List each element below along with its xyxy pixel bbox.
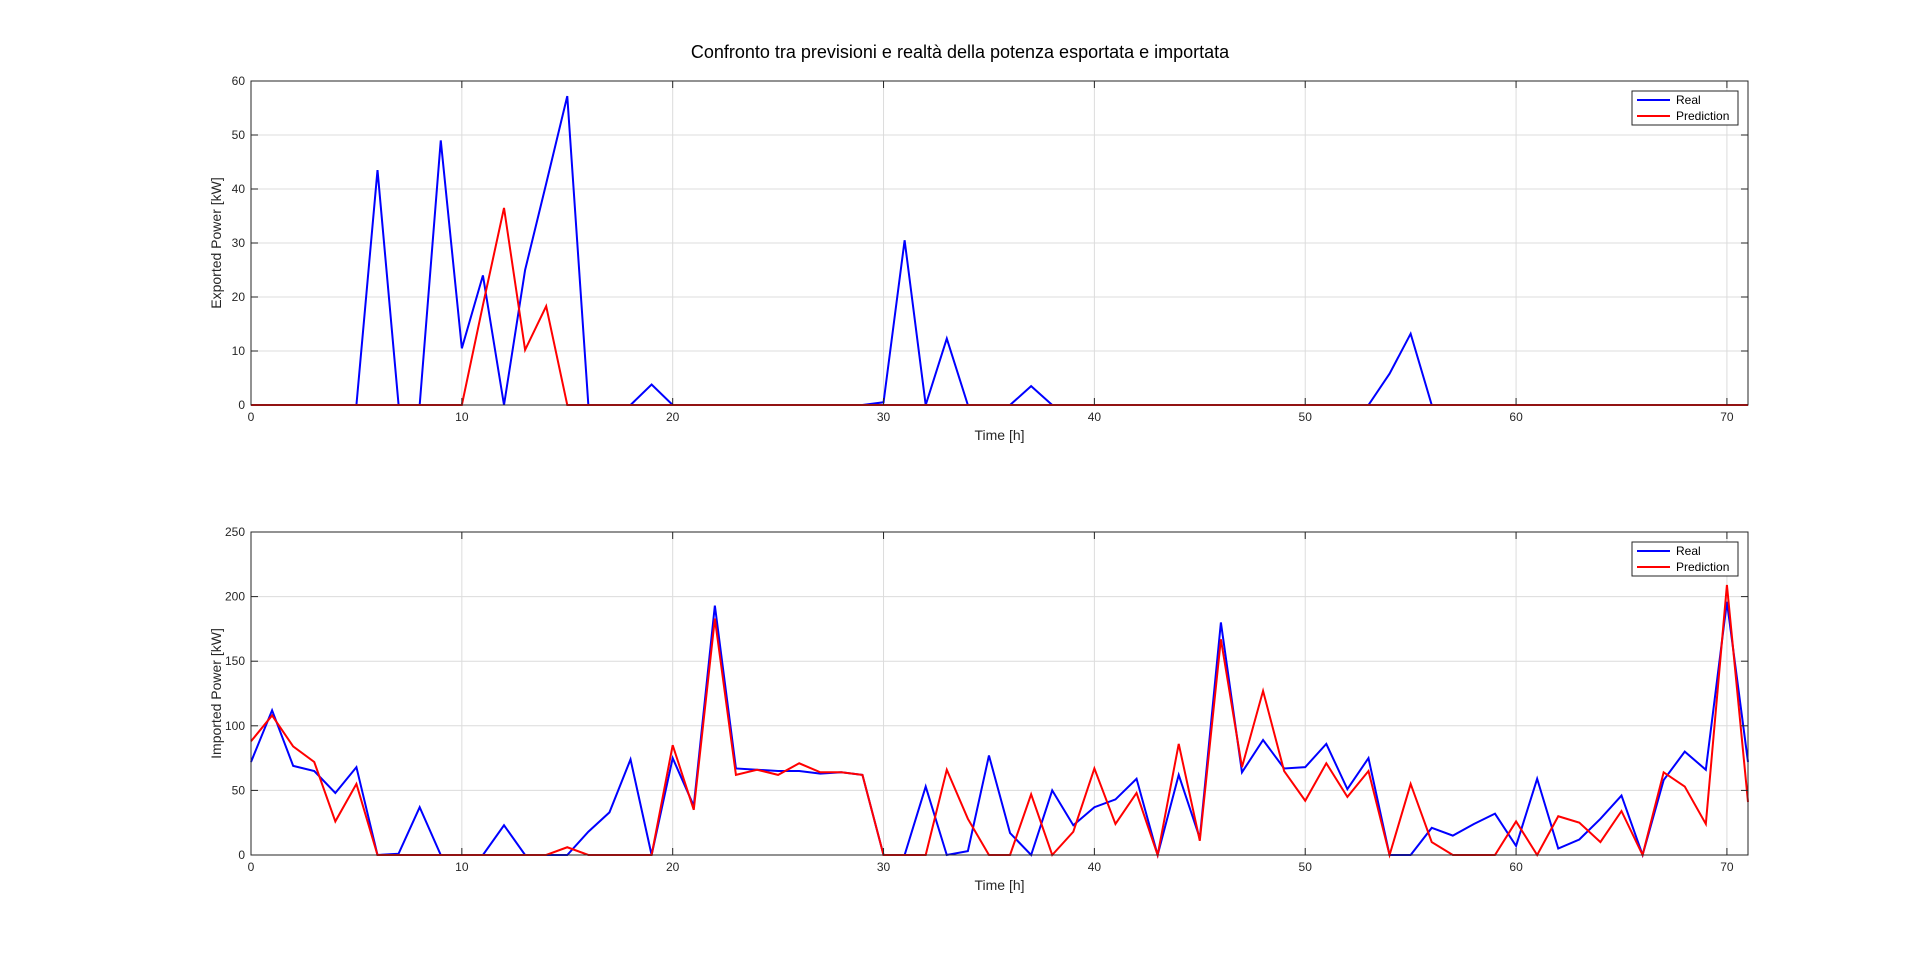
legend-label-real: Real xyxy=(1676,544,1701,558)
x-tick-label: 40 xyxy=(1088,410,1102,424)
legend: Real Prediction xyxy=(1631,90,1739,126)
x-tick-label: 70 xyxy=(1720,860,1734,874)
legend-label-prediction: Prediction xyxy=(1676,109,1729,123)
plot-2: 0 10 20 30 40 50 60 70 0 50 100 150 200 250 Time [h] Im… xyxy=(208,525,1749,893)
y-tick-label: 0 xyxy=(238,398,245,412)
x-axis-label: Time [h] xyxy=(974,877,1024,893)
x-tick-label: 20 xyxy=(666,860,680,874)
legend-box xyxy=(1631,90,1739,126)
x-tick-label: 70 xyxy=(1720,410,1734,424)
x-tick-label: 30 xyxy=(877,860,891,874)
x-tick-label: 30 xyxy=(877,410,891,424)
y-tick-label: 50 xyxy=(232,783,246,797)
x-tick-label: 10 xyxy=(455,410,469,424)
y-tick-label: 50 xyxy=(232,128,246,142)
y-tick-label: 30 xyxy=(232,236,246,250)
y-tick-label: 0 xyxy=(238,848,245,862)
legend: Real Prediction xyxy=(1631,541,1739,577)
y-tick-label: 60 xyxy=(232,74,246,88)
y-tick-label: 20 xyxy=(232,290,246,304)
x-tick-label: 50 xyxy=(1299,860,1313,874)
y-tick-label: 150 xyxy=(225,654,245,668)
x-tick-label: 10 xyxy=(455,860,469,874)
x-axis-label: Time [h] xyxy=(974,427,1024,443)
axes-box xyxy=(250,531,1749,856)
x-tick-label: 40 xyxy=(1088,860,1102,874)
y-tick-label: 100 xyxy=(225,719,245,733)
x-tick-label: 20 xyxy=(666,410,680,424)
legend-label-prediction: Prediction xyxy=(1676,560,1729,574)
x-tick-label: 60 xyxy=(1509,860,1523,874)
y-tick-label: 250 xyxy=(225,525,245,539)
plot-1: 0 10 20 30 40 50 60 70 0 10 20 30 40 50 60 Time [h] Expo… xyxy=(208,74,1749,443)
legend-label-real: Real xyxy=(1676,93,1701,107)
x-tick-label: 0 xyxy=(248,860,255,874)
y-axis-label: Exported Power [kW] xyxy=(208,177,224,309)
x-tick-label: 0 xyxy=(248,410,255,424)
plot-area xyxy=(251,532,1748,855)
x-tick-label: 50 xyxy=(1299,410,1313,424)
legend-box xyxy=(1631,541,1739,577)
y-tick-label: 200 xyxy=(225,590,245,604)
y-axis-label: Imported Power [kW] xyxy=(208,628,224,759)
x-tick-label: 60 xyxy=(1509,410,1523,424)
y-tick-label: 10 xyxy=(232,344,246,358)
series-line-real xyxy=(250,601,1749,859)
y-tick-label: 40 xyxy=(232,182,246,196)
figure-title: Confronto tra previsioni e realtà della … xyxy=(690,42,1230,62)
